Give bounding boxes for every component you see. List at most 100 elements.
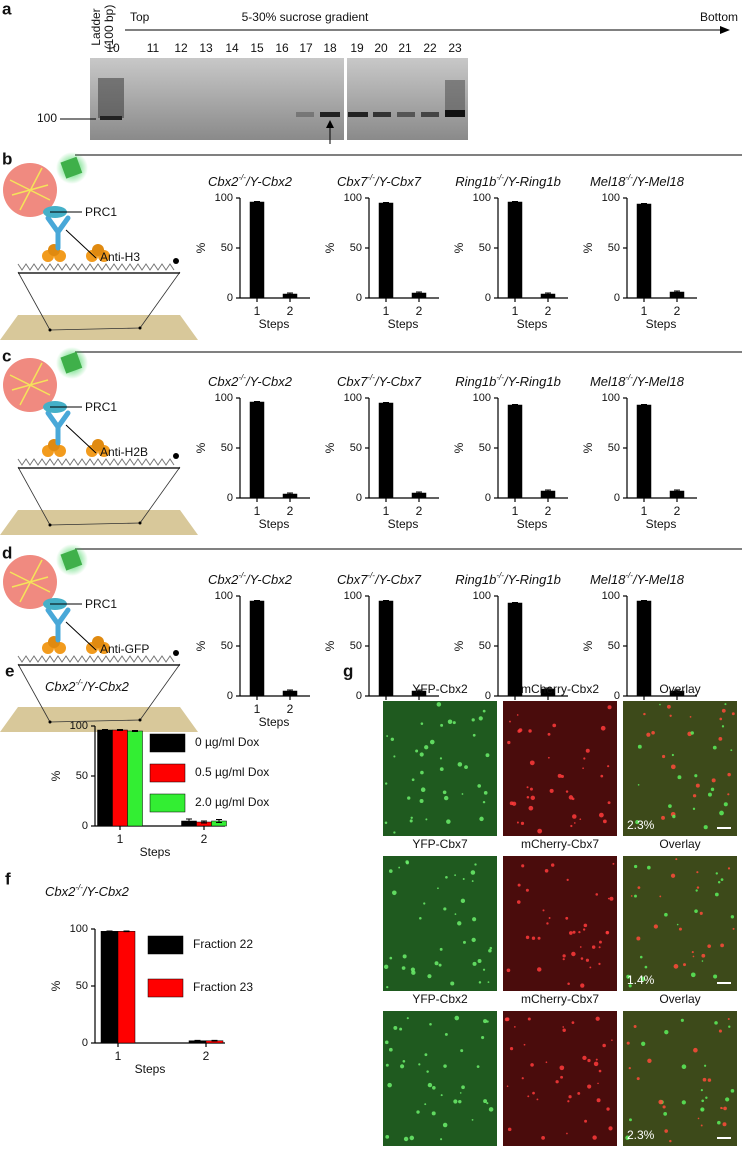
chart-title: Ring1b-/-/Y-Ring1b — [455, 173, 561, 189]
spot — [385, 782, 388, 785]
spot — [730, 1089, 735, 1093]
spot — [562, 1028, 566, 1032]
spot — [559, 1065, 565, 1071]
spot — [694, 909, 698, 913]
legend-swatch — [147, 978, 184, 998]
chart-title: Cbx2-/-/Y-Cbx2 — [208, 571, 293, 587]
error-bar — [254, 201, 260, 203]
complex-label: PRC1 — [85, 597, 117, 611]
spot — [424, 745, 429, 750]
title-gene: Ring1b — [455, 572, 496, 587]
spot — [446, 819, 451, 824]
spot — [692, 955, 695, 958]
title-gene: Ring1b — [455, 374, 496, 389]
spot — [486, 1102, 489, 1105]
title-construct: /Y-Cbx2 — [245, 374, 293, 389]
spot — [472, 917, 477, 922]
spot — [509, 720, 511, 723]
spot — [572, 930, 576, 934]
panel-label: e — [5, 661, 14, 680]
lane-label: 21 — [398, 41, 412, 55]
spot — [450, 981, 455, 986]
legend-label: 2.0 µg/ml Dox — [195, 795, 269, 809]
error-bar — [132, 730, 138, 732]
micrograph — [503, 1011, 617, 1146]
x-axis-label: Steps — [646, 517, 677, 531]
spot — [477, 959, 482, 963]
spot — [577, 1091, 581, 1095]
spot — [546, 922, 549, 925]
spot — [385, 1135, 390, 1139]
x-axis-label: Steps — [388, 517, 419, 531]
spot — [718, 1029, 722, 1033]
lane-label: 14 — [225, 41, 239, 55]
spot — [565, 790, 569, 793]
panel-label: g — [343, 661, 353, 680]
lane-label: 19 — [350, 41, 364, 55]
y-tick-label: 0 — [227, 492, 233, 504]
spot — [696, 886, 700, 889]
title-gene: Mel18 — [590, 572, 626, 587]
spot — [630, 895, 633, 897]
spot — [567, 1100, 570, 1103]
micrograph — [503, 701, 617, 836]
title-gene: Cbx2 — [208, 572, 239, 587]
spot — [692, 807, 696, 811]
spot — [550, 863, 555, 867]
channel-label: YFP-Cbx7 — [412, 837, 468, 851]
spot — [639, 955, 643, 959]
spot — [424, 1053, 428, 1057]
spot — [659, 703, 661, 706]
spot — [444, 1032, 448, 1036]
spot — [598, 1069, 602, 1073]
spot — [439, 947, 443, 951]
spot — [487, 981, 490, 984]
y-tick-label: 100 — [344, 590, 362, 602]
spot — [560, 774, 564, 779]
spot — [507, 740, 511, 745]
spot — [732, 927, 735, 930]
spot — [460, 898, 466, 904]
lane-label: 23 — [448, 41, 462, 55]
spot — [385, 1063, 389, 1067]
chart-title: Cbx7-/-/Y-Cbx7 — [337, 571, 422, 587]
x-tick-label: 2 — [416, 504, 423, 518]
error-bar — [287, 492, 293, 496]
spot — [707, 792, 712, 797]
spot — [692, 794, 697, 798]
y-tick-label: 0 — [614, 690, 620, 702]
x-tick-label: 1 — [254, 702, 261, 716]
title-construct: /Y-Cbx2 — [245, 174, 293, 189]
legend-swatch — [147, 935, 184, 955]
spot — [690, 972, 696, 978]
spot — [529, 760, 535, 766]
bar — [127, 730, 143, 827]
spot — [595, 1058, 598, 1061]
spot — [723, 1106, 727, 1111]
x-tick-label: 2 — [674, 504, 681, 518]
schematic — [0, 152, 198, 340]
spot — [585, 958, 590, 962]
spot — [393, 1025, 398, 1030]
y-tick-label: 0 — [485, 292, 491, 304]
y-tick-label: 50 — [350, 442, 362, 454]
title-construct: /Y-Cbx7 — [374, 374, 422, 389]
x-tick-label: 2 — [201, 832, 208, 846]
spot — [677, 775, 682, 780]
spot — [506, 968, 511, 973]
spot — [520, 821, 525, 826]
chart-title: Ring1b-/-/Y-Ring1b — [455, 571, 561, 587]
spot — [626, 1041, 630, 1045]
spot — [488, 949, 492, 953]
spot — [419, 799, 424, 804]
schematic — [0, 347, 198, 535]
spot — [472, 733, 476, 737]
spot — [701, 1099, 705, 1103]
spot — [454, 1015, 460, 1021]
spot — [419, 916, 422, 920]
y-tick-label: 100 — [344, 192, 362, 204]
spot — [640, 976, 646, 982]
spot — [548, 917, 551, 919]
title-gene: Mel18 — [590, 174, 626, 189]
